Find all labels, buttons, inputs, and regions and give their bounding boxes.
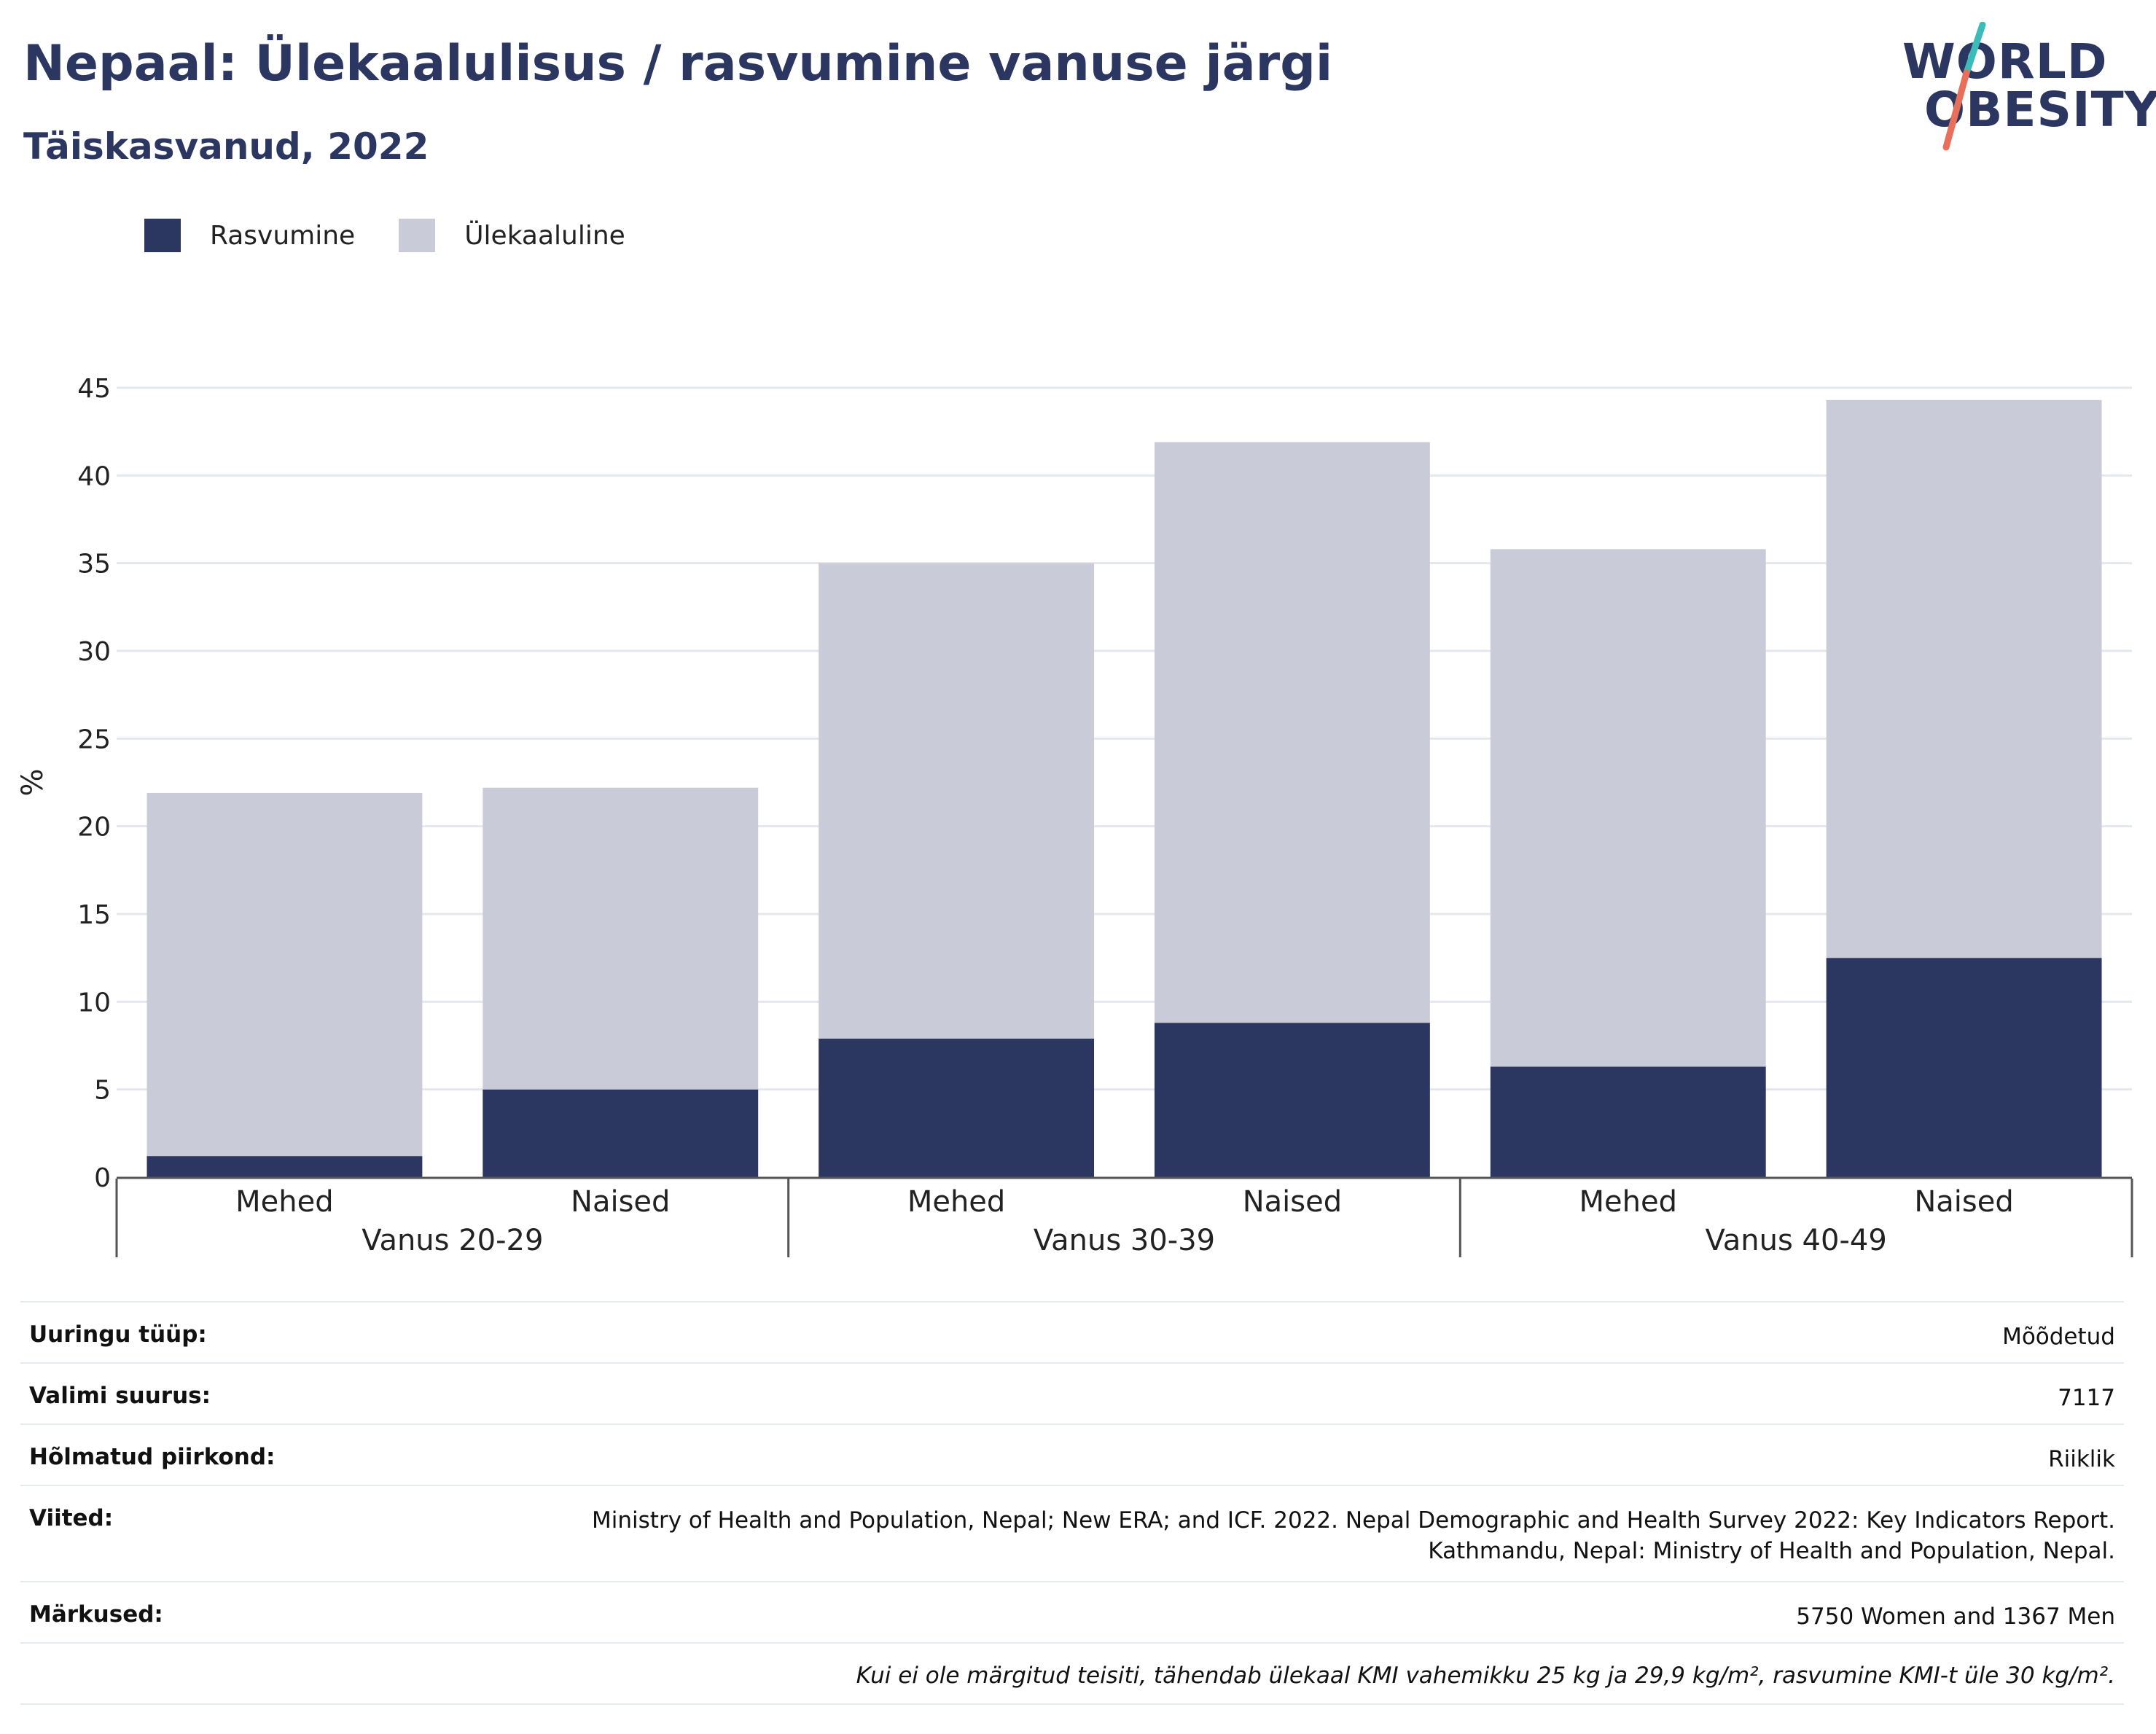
footnote: Kui ei ole märgitud teisiti, tähendab ül… <box>20 1642 2124 1705</box>
meta-row-references: Viited: Ministry of Health and Populatio… <box>20 1485 2124 1581</box>
chart-legend: Rasvumine Ülekaaluline <box>144 217 669 254</box>
page-title: Nepaal: Ülekaalulisus / rasvumine vanuse… <box>23 35 1333 93</box>
reference-line-1: Ministry of Health and Population, Nepal… <box>592 1507 2115 1534</box>
meta-row-region: Hõlmatud piirkond: Riiklik <box>20 1423 2124 1485</box>
y-tick-label: 45 <box>77 374 111 404</box>
meta-value: Riiklik <box>2048 1446 2115 1472</box>
logo-slash-icon <box>1942 22 1986 151</box>
group-label: Vanus 40-49 <box>1706 1224 1887 1257</box>
bar-obesity <box>819 1038 1095 1177</box>
x-tick-label: Mehed <box>1579 1185 1677 1219</box>
y-axis-label: % <box>16 768 50 796</box>
bar-obesity <box>1490 1066 1766 1177</box>
reference-line-2: Kathmandu, Nepal: Ministry of Health and… <box>1428 1538 2115 1564</box>
meta-label: Viited: <box>29 1505 114 1531</box>
bar-overweight <box>819 563 1095 1039</box>
y-tick-label: 10 <box>77 988 111 1018</box>
y-tick-label: 30 <box>77 637 111 667</box>
bar-obesity <box>147 1156 423 1177</box>
x-tick-label: Mehed <box>235 1185 333 1219</box>
page-subtitle: Täiskasvanud, 2022 <box>23 125 429 168</box>
bar-overweight <box>1490 549 1766 1067</box>
legend-swatch-overweight <box>399 219 436 252</box>
meta-value: 7117 <box>2058 1385 2115 1411</box>
meta-label: Hõlmatud piirkond: <box>29 1444 276 1470</box>
group-label: Vanus 20-29 <box>362 1224 543 1257</box>
meta-row-sample-size: Valimi suurus: 7117 <box>20 1362 2124 1423</box>
meta-label: Uuringu tüüp: <box>29 1321 207 1348</box>
meta-value: 5750 Women and 1367 Men <box>1796 1604 2115 1630</box>
y-tick-label: 35 <box>77 550 111 579</box>
x-tick-label: Naised <box>1243 1185 1342 1219</box>
survey-metadata-table: Uuringu tüüp: Mõõdetud Valimi suurus: 71… <box>20 1301 2124 1705</box>
x-tick-label: Mehed <box>907 1185 1005 1219</box>
y-tick-label: 0 <box>94 1163 111 1193</box>
bar-obesity <box>1826 958 2102 1177</box>
meta-label: Valimi suurus: <box>29 1383 211 1409</box>
logo-word-1: WORLD <box>1902 34 2108 90</box>
meta-label: Märkused: <box>29 1601 163 1628</box>
legend-label-overweight: Ülekaaluline <box>464 220 625 251</box>
meta-row-remarks: Märkused: 5750 Women and 1367 Men <box>20 1581 2124 1642</box>
world-obesity-logo: WORLD OBESITY <box>1902 22 2156 153</box>
bar-overweight <box>1154 442 1430 1023</box>
x-tick-label: Naised <box>1914 1185 2013 1219</box>
bar-obesity <box>1154 1023 1430 1177</box>
legend-label-obesity: Rasvumine <box>210 220 356 251</box>
legend-item-overweight[interactable]: Ülekaaluline <box>399 219 625 252</box>
y-tick-label: 20 <box>77 813 111 843</box>
meta-value: Mõõdetud <box>2002 1324 2115 1350</box>
bar-overweight <box>483 787 759 1090</box>
y-tick-label: 5 <box>94 1076 111 1106</box>
y-tick-label: 15 <box>77 900 111 930</box>
meta-row-survey-type: Uuringu tüüp: Mõõdetud <box>20 1301 2124 1362</box>
y-tick-label: 40 <box>77 461 111 491</box>
y-tick-label: 25 <box>77 725 111 754</box>
stacked-bar-chart: 0 5 10 15 20 25 30 35 40 45% Mehed Naised Mehed Naise… <box>16 374 2133 1257</box>
legend-swatch-obesity <box>144 219 181 252</box>
meta-value: Ministry of Health and Population, Nepal… <box>592 1505 2115 1566</box>
x-tick-label: Naised <box>571 1185 670 1219</box>
bar-overweight <box>1826 399 2102 958</box>
bar-obesity <box>483 1089 759 1177</box>
group-label: Vanus 30-39 <box>1034 1224 1215 1257</box>
bar-overweight <box>147 792 423 1157</box>
legend-item-obesity[interactable]: Rasvumine <box>144 219 355 252</box>
